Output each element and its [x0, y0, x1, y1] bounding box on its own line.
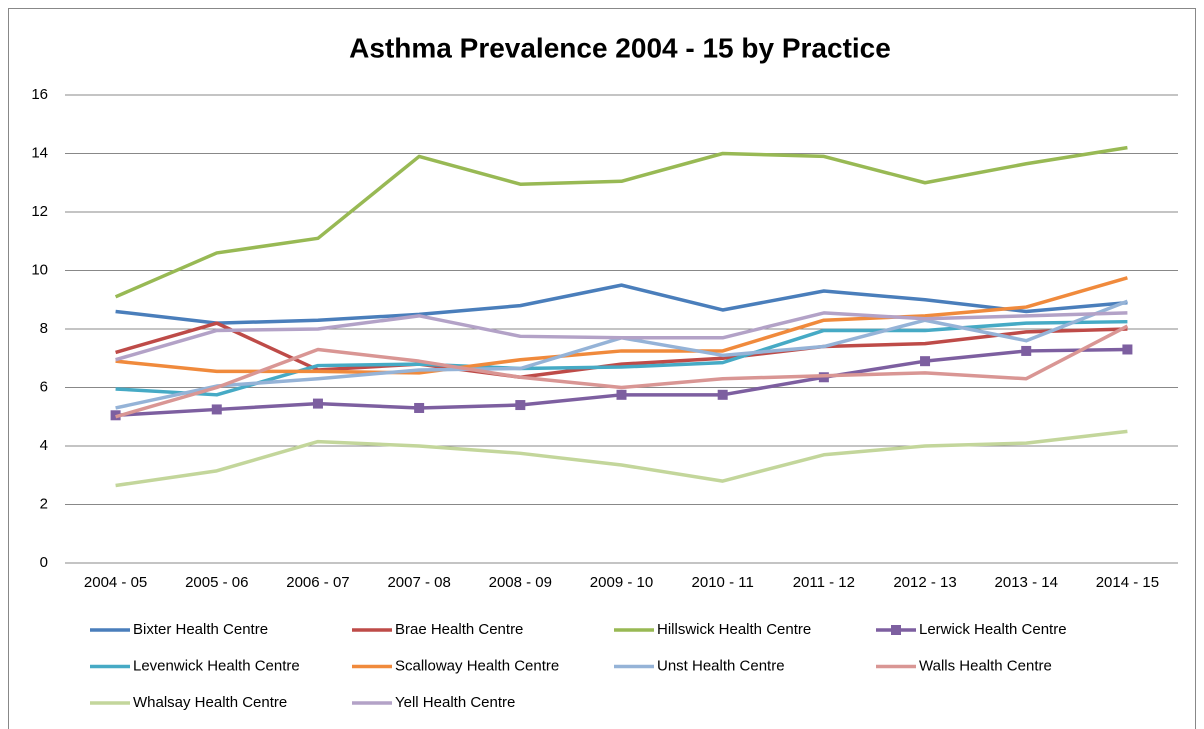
x-tick-label: 2008 - 09	[489, 574, 552, 591]
legend-label: Brae Health Centre	[395, 621, 523, 638]
x-tick-label: 2006 - 07	[286, 574, 349, 591]
legend-label: Lerwick Health Centre	[919, 621, 1067, 638]
series-line	[115, 311, 1128, 362]
series-marker	[312, 398, 323, 409]
series-marker	[717, 389, 728, 400]
legend-label: Scalloway Health Centre	[395, 657, 559, 674]
series-marker	[920, 356, 931, 367]
series-marker	[1122, 344, 1133, 355]
x-tick-label: 2014 - 15	[1096, 574, 1159, 591]
series-line	[114, 145, 1128, 299]
legend-label: Bixter Health Centre	[133, 621, 268, 638]
legend-marker	[891, 625, 901, 635]
y-tick-label: 8	[40, 320, 48, 337]
x-tick-label: 2005 - 06	[185, 574, 248, 591]
x-tick-label: 2010 - 11	[692, 574, 754, 591]
series-marker	[1021, 345, 1032, 356]
series-line	[115, 324, 1129, 419]
series-line	[115, 276, 1128, 375]
series-marker	[616, 389, 627, 400]
series-marker	[515, 400, 526, 411]
x-tick-label: 2007 - 08	[387, 574, 450, 591]
x-tick-label: 2013 - 14	[995, 574, 1058, 591]
x-tick-label: 2011 - 12	[793, 574, 855, 591]
legend-label: Hillswick Health Centre	[657, 621, 811, 638]
series-marker	[211, 404, 222, 415]
series-line	[115, 321, 1128, 380]
y-tick-label: 2	[40, 495, 48, 512]
y-tick-label: 4	[40, 437, 48, 454]
legend-label: Levenwick Health Centre	[133, 657, 300, 674]
series-marker	[414, 402, 425, 413]
legend-label: Whalsay Health Centre	[133, 694, 287, 711]
y-tick-label: 14	[31, 144, 48, 161]
y-tick-label: 6	[40, 378, 48, 395]
chart-title: Asthma Prevalence 2004 - 15 by Practice	[349, 32, 891, 63]
x-tick-label: 2012 - 13	[893, 574, 956, 591]
x-tick-label: 2009 - 10	[590, 574, 653, 591]
legend-label: Unst Health Centre	[657, 657, 785, 674]
series-line	[115, 429, 1128, 488]
x-tick-label: 2004 - 05	[84, 574, 147, 591]
legend-label: Walls Health Centre	[919, 657, 1052, 674]
series-line	[115, 283, 1128, 325]
y-tick-label: 12	[31, 203, 48, 220]
y-tick-label: 16	[31, 86, 48, 103]
y-tick-label: 10	[31, 261, 48, 278]
legend-label: Yell Health Centre	[395, 694, 515, 711]
y-tick-label: 0	[40, 554, 48, 571]
